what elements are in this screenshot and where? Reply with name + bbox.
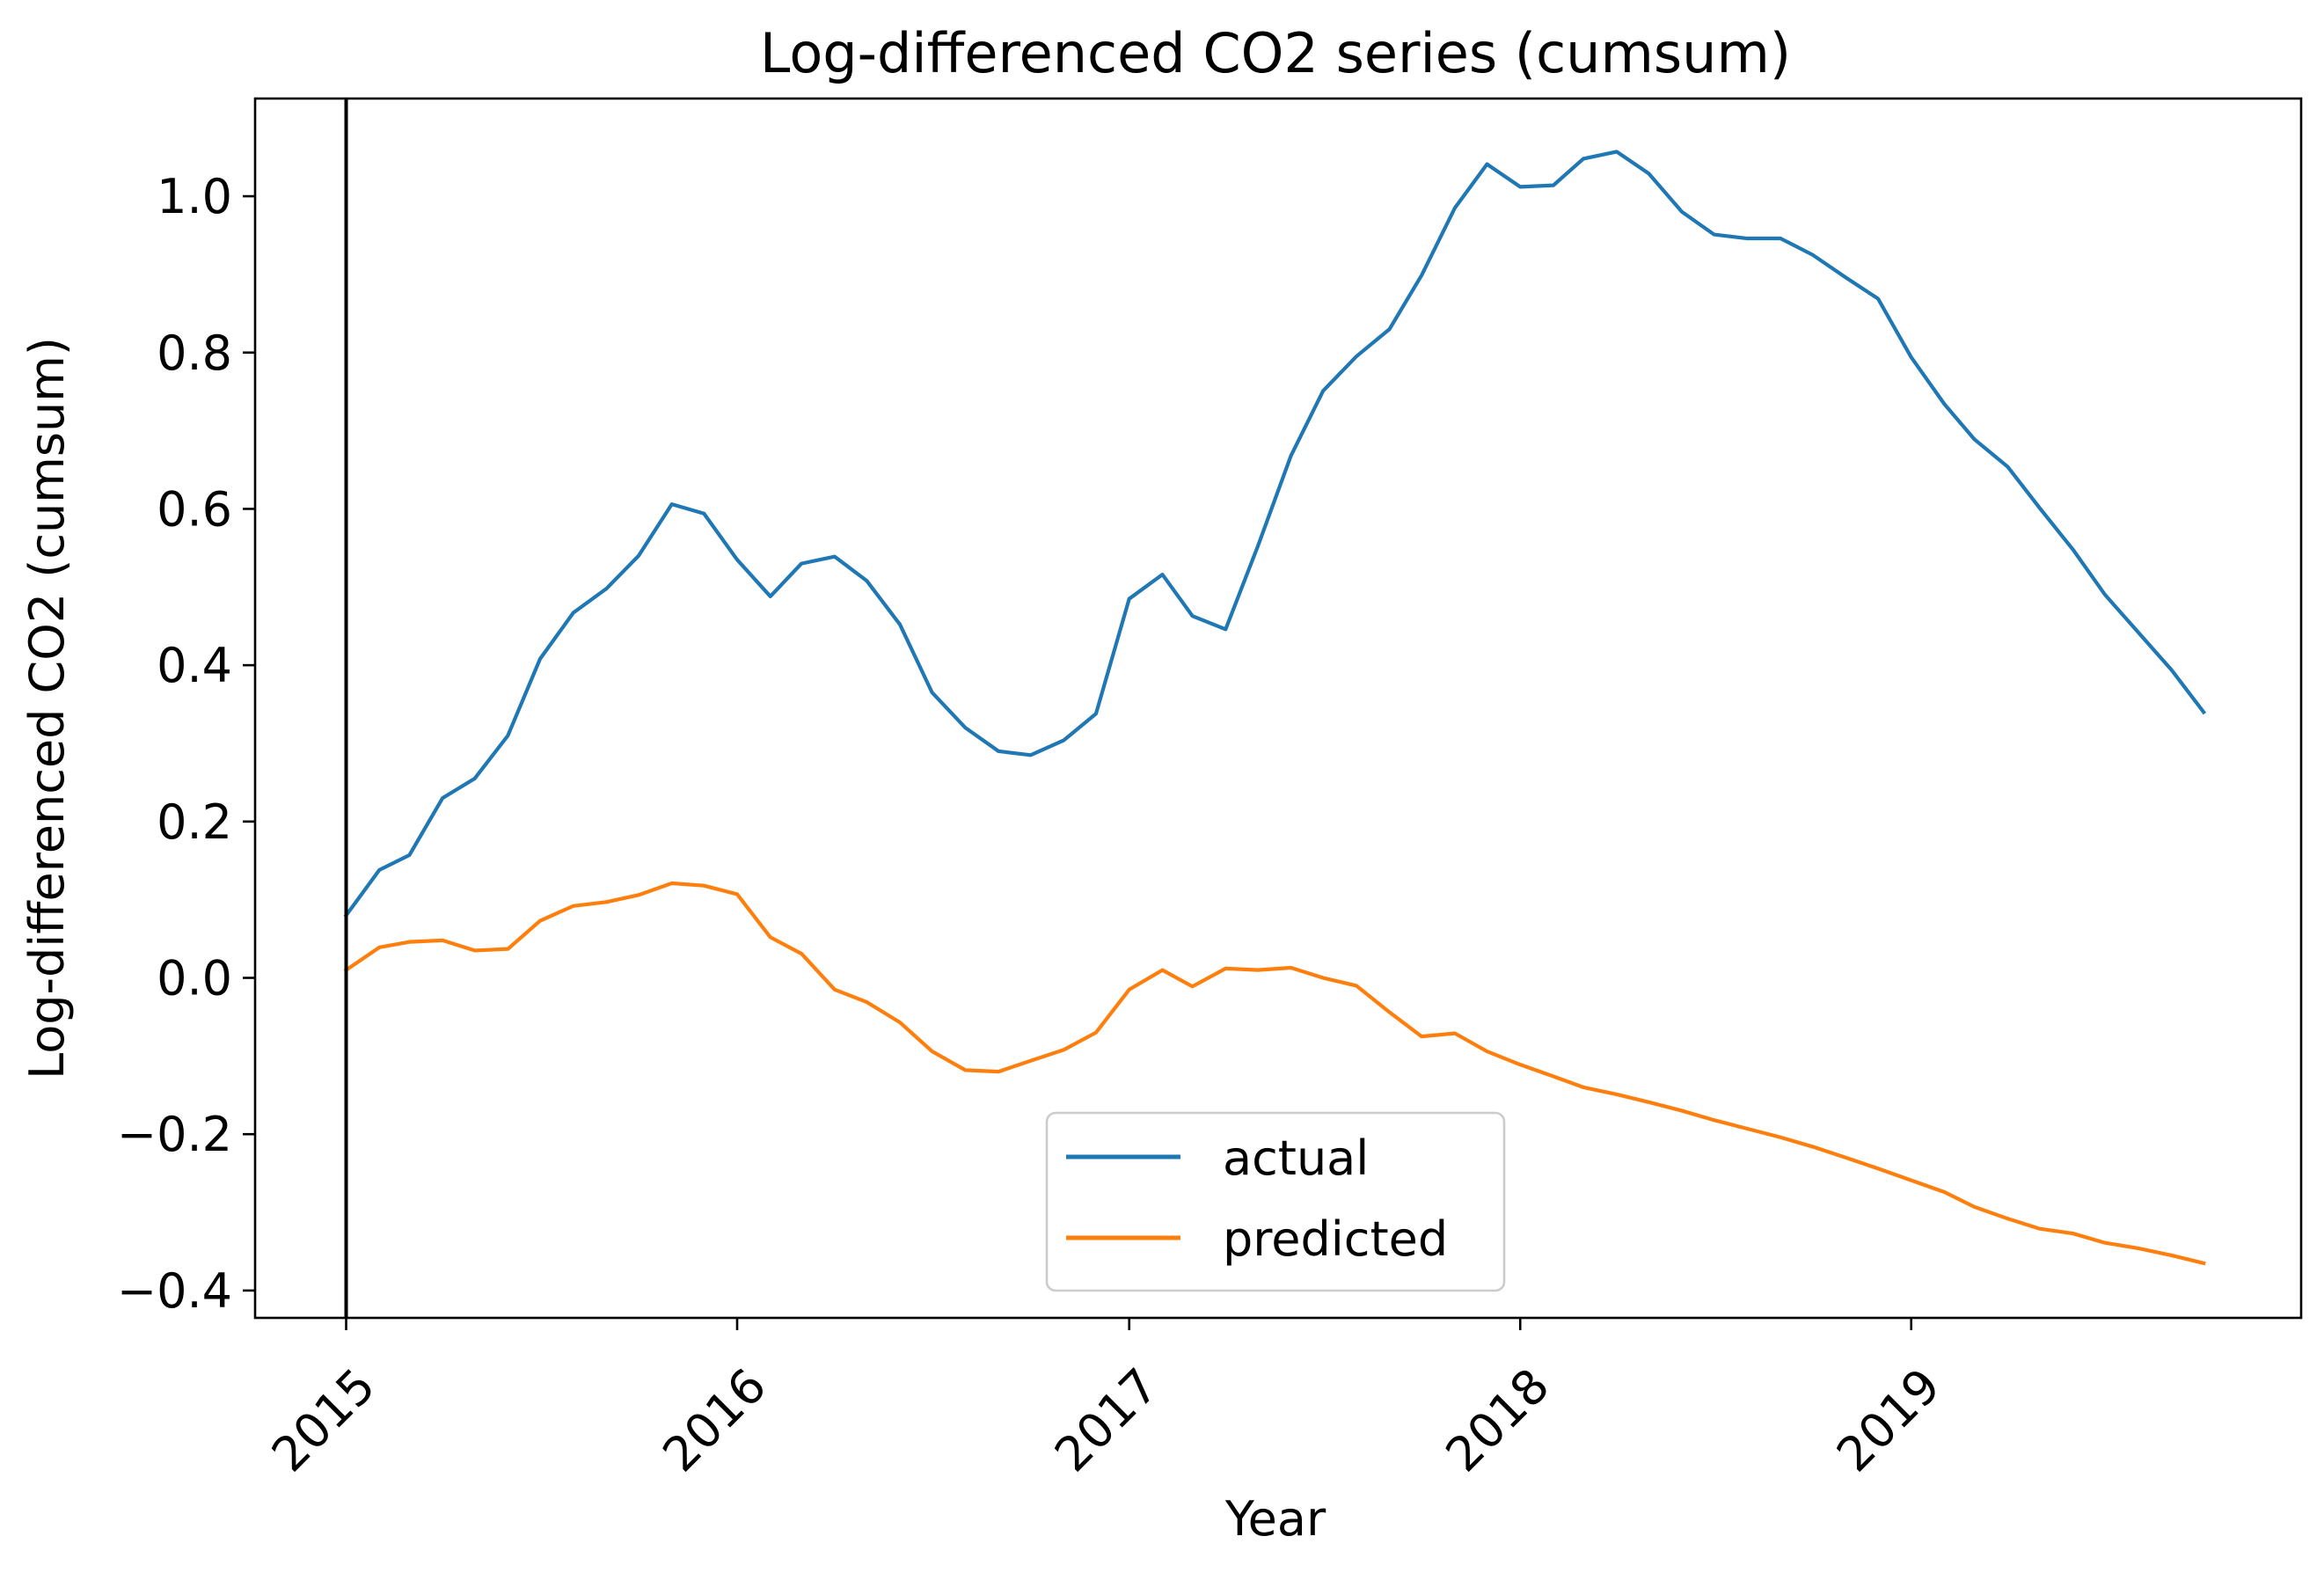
y-tick-label: −0.2 [117,1107,232,1162]
series-layer [343,150,2207,1266]
legend: actual predicted [1045,1111,1506,1292]
y-axis-label: Log-differenced CO2 (cumsum) [19,337,75,1079]
series-line-predicted [343,881,2206,1266]
plot-area [253,97,2303,1320]
x-axis-label: Year [1224,1491,1326,1547]
y-tick-label: 0.6 [157,481,232,537]
y-tick-label: 0.2 [157,794,232,850]
series-line-actual [343,150,2207,918]
y-axis: −0.4 −0.2 0.0 0.2 0.4 0.6 0.8 1.0 [117,169,255,1319]
y-tick-label: 0.4 [157,638,232,693]
legend-label-predicted: predicted [1223,1211,1448,1267]
legend-label-actual: actual [1223,1130,1369,1186]
y-tick-label: 1.0 [157,169,232,224]
y-tick-label: −0.4 [117,1263,232,1319]
chart-title: Log-differenced CO2 series (cumsum) [760,21,1791,85]
y-tick-label: 0.8 [157,326,232,381]
axes-frame [253,97,2303,1320]
y-tick-label: 0.0 [157,951,232,1006]
